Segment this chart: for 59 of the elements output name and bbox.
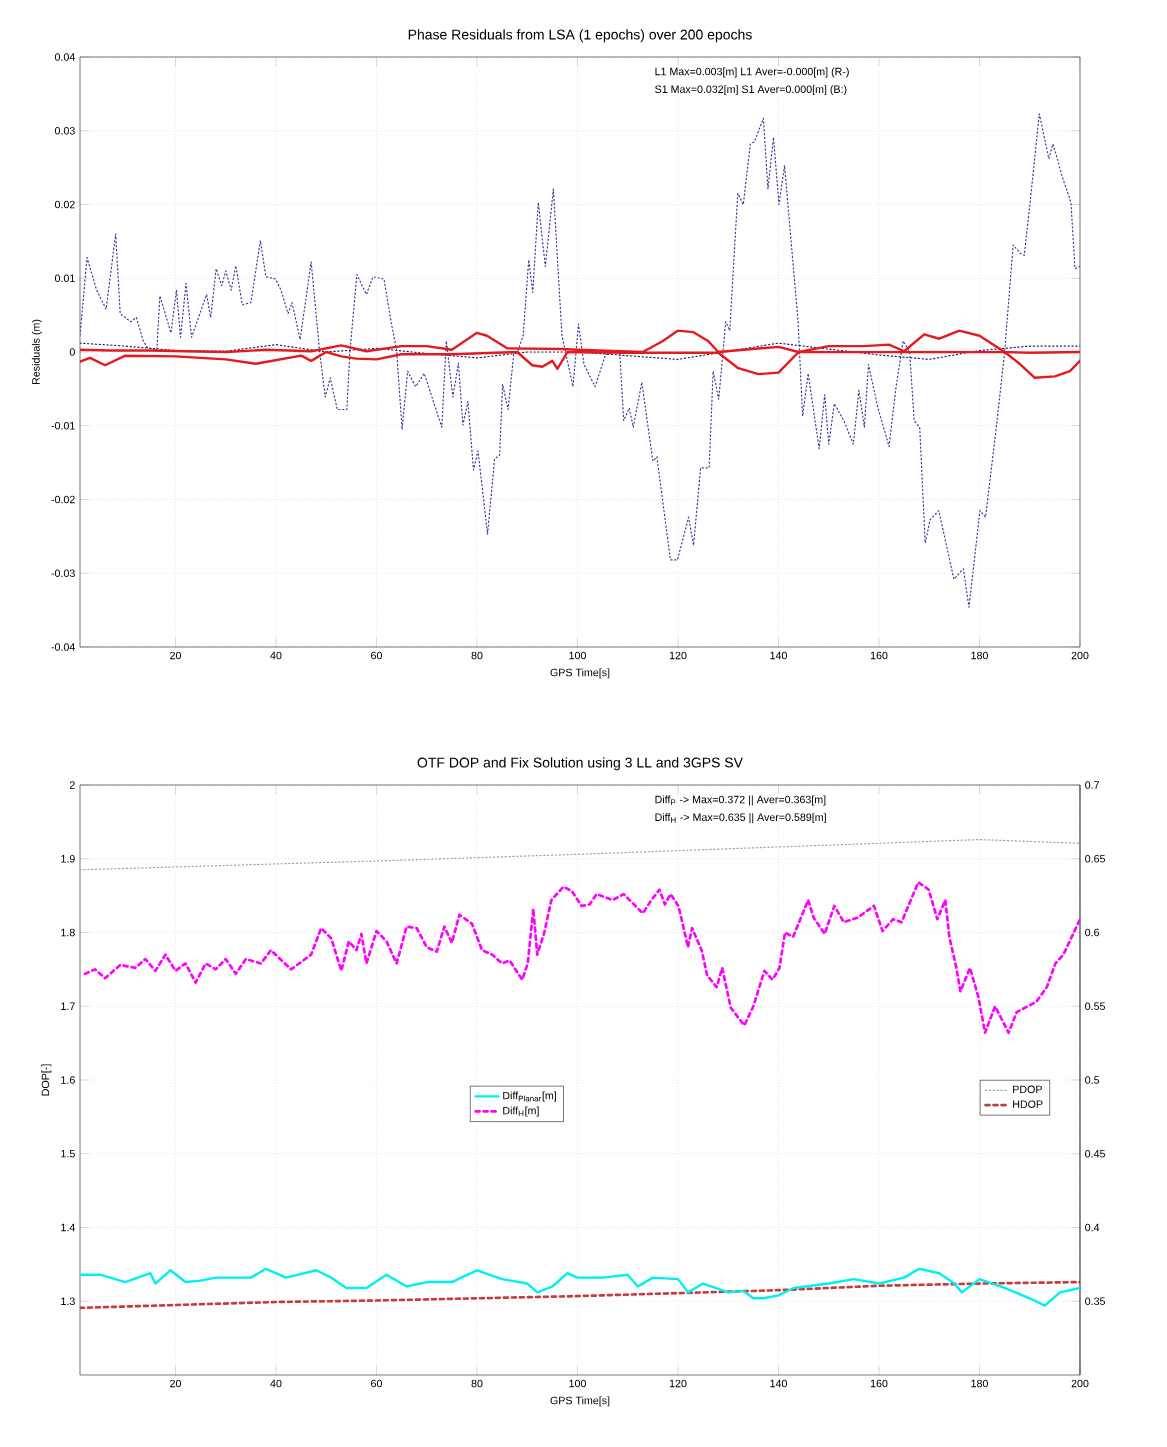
y-tick-label: -0.01 — [51, 421, 75, 430]
y-tick-label: 0 — [69, 348, 75, 356]
legend-label: Diff$_{H}$[m] — [503, 1106, 539, 1117]
y-tick-label: -0.02 — [51, 495, 75, 504]
x-tick-label: 80 — [471, 651, 483, 660]
x-tick-label: 60 — [371, 651, 382, 660]
y-tick-label: -0.03 — [51, 569, 75, 578]
y2-tick-label: 0.55 — [1085, 1002, 1106, 1011]
annotation: Diff$_{H}$ -> Max=0.635 || Aver=0.589[m] — [655, 813, 826, 824]
legend-label: Diff$_{Planar}$[m] — [503, 1091, 557, 1102]
y-tick-label: 0.01 — [54, 274, 75, 283]
y2-tick-label: 0.5 — [1085, 1076, 1100, 1084]
y-tick-label: 0.02 — [54, 200, 75, 209]
x-tick-label: 160 — [870, 651, 888, 660]
chart-title: Phase Residuals from LSA (1 epochs) over 200 epochs — [408, 29, 752, 43]
y-tick-label: 1.8 — [61, 928, 75, 937]
x-tick-label: 100 — [569, 1379, 586, 1388]
x-tick-label: 40 — [270, 651, 282, 660]
annotation: L1 Max=0.003[m] L1 Aver=-0.000[m] (R-) — [655, 67, 849, 78]
x-tick-label: 120 — [669, 651, 687, 660]
x-tick-label: 100 — [569, 651, 586, 660]
x-tick-label: 140 — [770, 651, 787, 660]
x-tick-label: 40 — [270, 1379, 282, 1388]
x-tick-label: 60 — [371, 1379, 382, 1388]
x-tick-label: 20 — [170, 1379, 181, 1388]
legend-label: HDOP — [1013, 1100, 1043, 1108]
legend-label: PDOP — [1013, 1085, 1042, 1094]
x-axis-title: GPS Time[s] — [550, 668, 610, 679]
annotation: S1 Max=0.032[m] S1 Aver=0.000[m] (B:) — [655, 85, 847, 96]
y2-tick-label: 0.6 — [1085, 928, 1100, 937]
x-tick-label: 200 — [1071, 1379, 1089, 1388]
x-tick-label: 160 — [870, 1379, 888, 1388]
y-tick-label: 1.7 — [61, 1002, 75, 1010]
y-tick-label: 0.03 — [54, 126, 75, 135]
y-tick-label: 1.4 — [61, 1223, 75, 1232]
y2-tick-label: 0.45 — [1085, 1149, 1106, 1158]
x-tick-label: 180 — [971, 651, 988, 660]
x-tick-label: 180 — [971, 1379, 988, 1388]
y-tick-label: 1.9 — [61, 854, 75, 863]
y-tick-label: 2 — [69, 781, 75, 789]
annotation: Diff$_{P}$ -> Max=0.372 || Aver=0.363[m] — [655, 795, 826, 806]
y-tick-label: 1.5 — [61, 1150, 75, 1158]
y-tick-label: -0.04 — [51, 643, 75, 651]
y-tick-label: 1.3 — [61, 1297, 75, 1306]
y2-tick-label: 0.35 — [1085, 1297, 1106, 1306]
y-tick-label: 0.04 — [54, 53, 75, 61]
y-axis-title: DOP[-] — [41, 1064, 52, 1096]
y2-tick-label: 0.4 — [1085, 1223, 1100, 1232]
x-tick-label: 140 — [770, 1379, 787, 1388]
y2-tick-label: 0.7 — [1085, 781, 1099, 789]
x-axis-title: GPS Time[s] — [550, 1396, 610, 1407]
chart-title: OTF DOP and Fix Solution using 3 LL and 3GPS SV — [417, 757, 743, 771]
x-tick-label: 200 — [1071, 651, 1089, 660]
y-axis-title: Residuals (m) — [31, 319, 42, 385]
y-tick-label: 1.6 — [61, 1076, 75, 1084]
x-tick-label: 120 — [669, 1379, 687, 1388]
x-tick-label: 80 — [471, 1379, 483, 1388]
x-tick-label: 20 — [170, 651, 181, 660]
y2-tick-label: 0.65 — [1085, 854, 1106, 863]
